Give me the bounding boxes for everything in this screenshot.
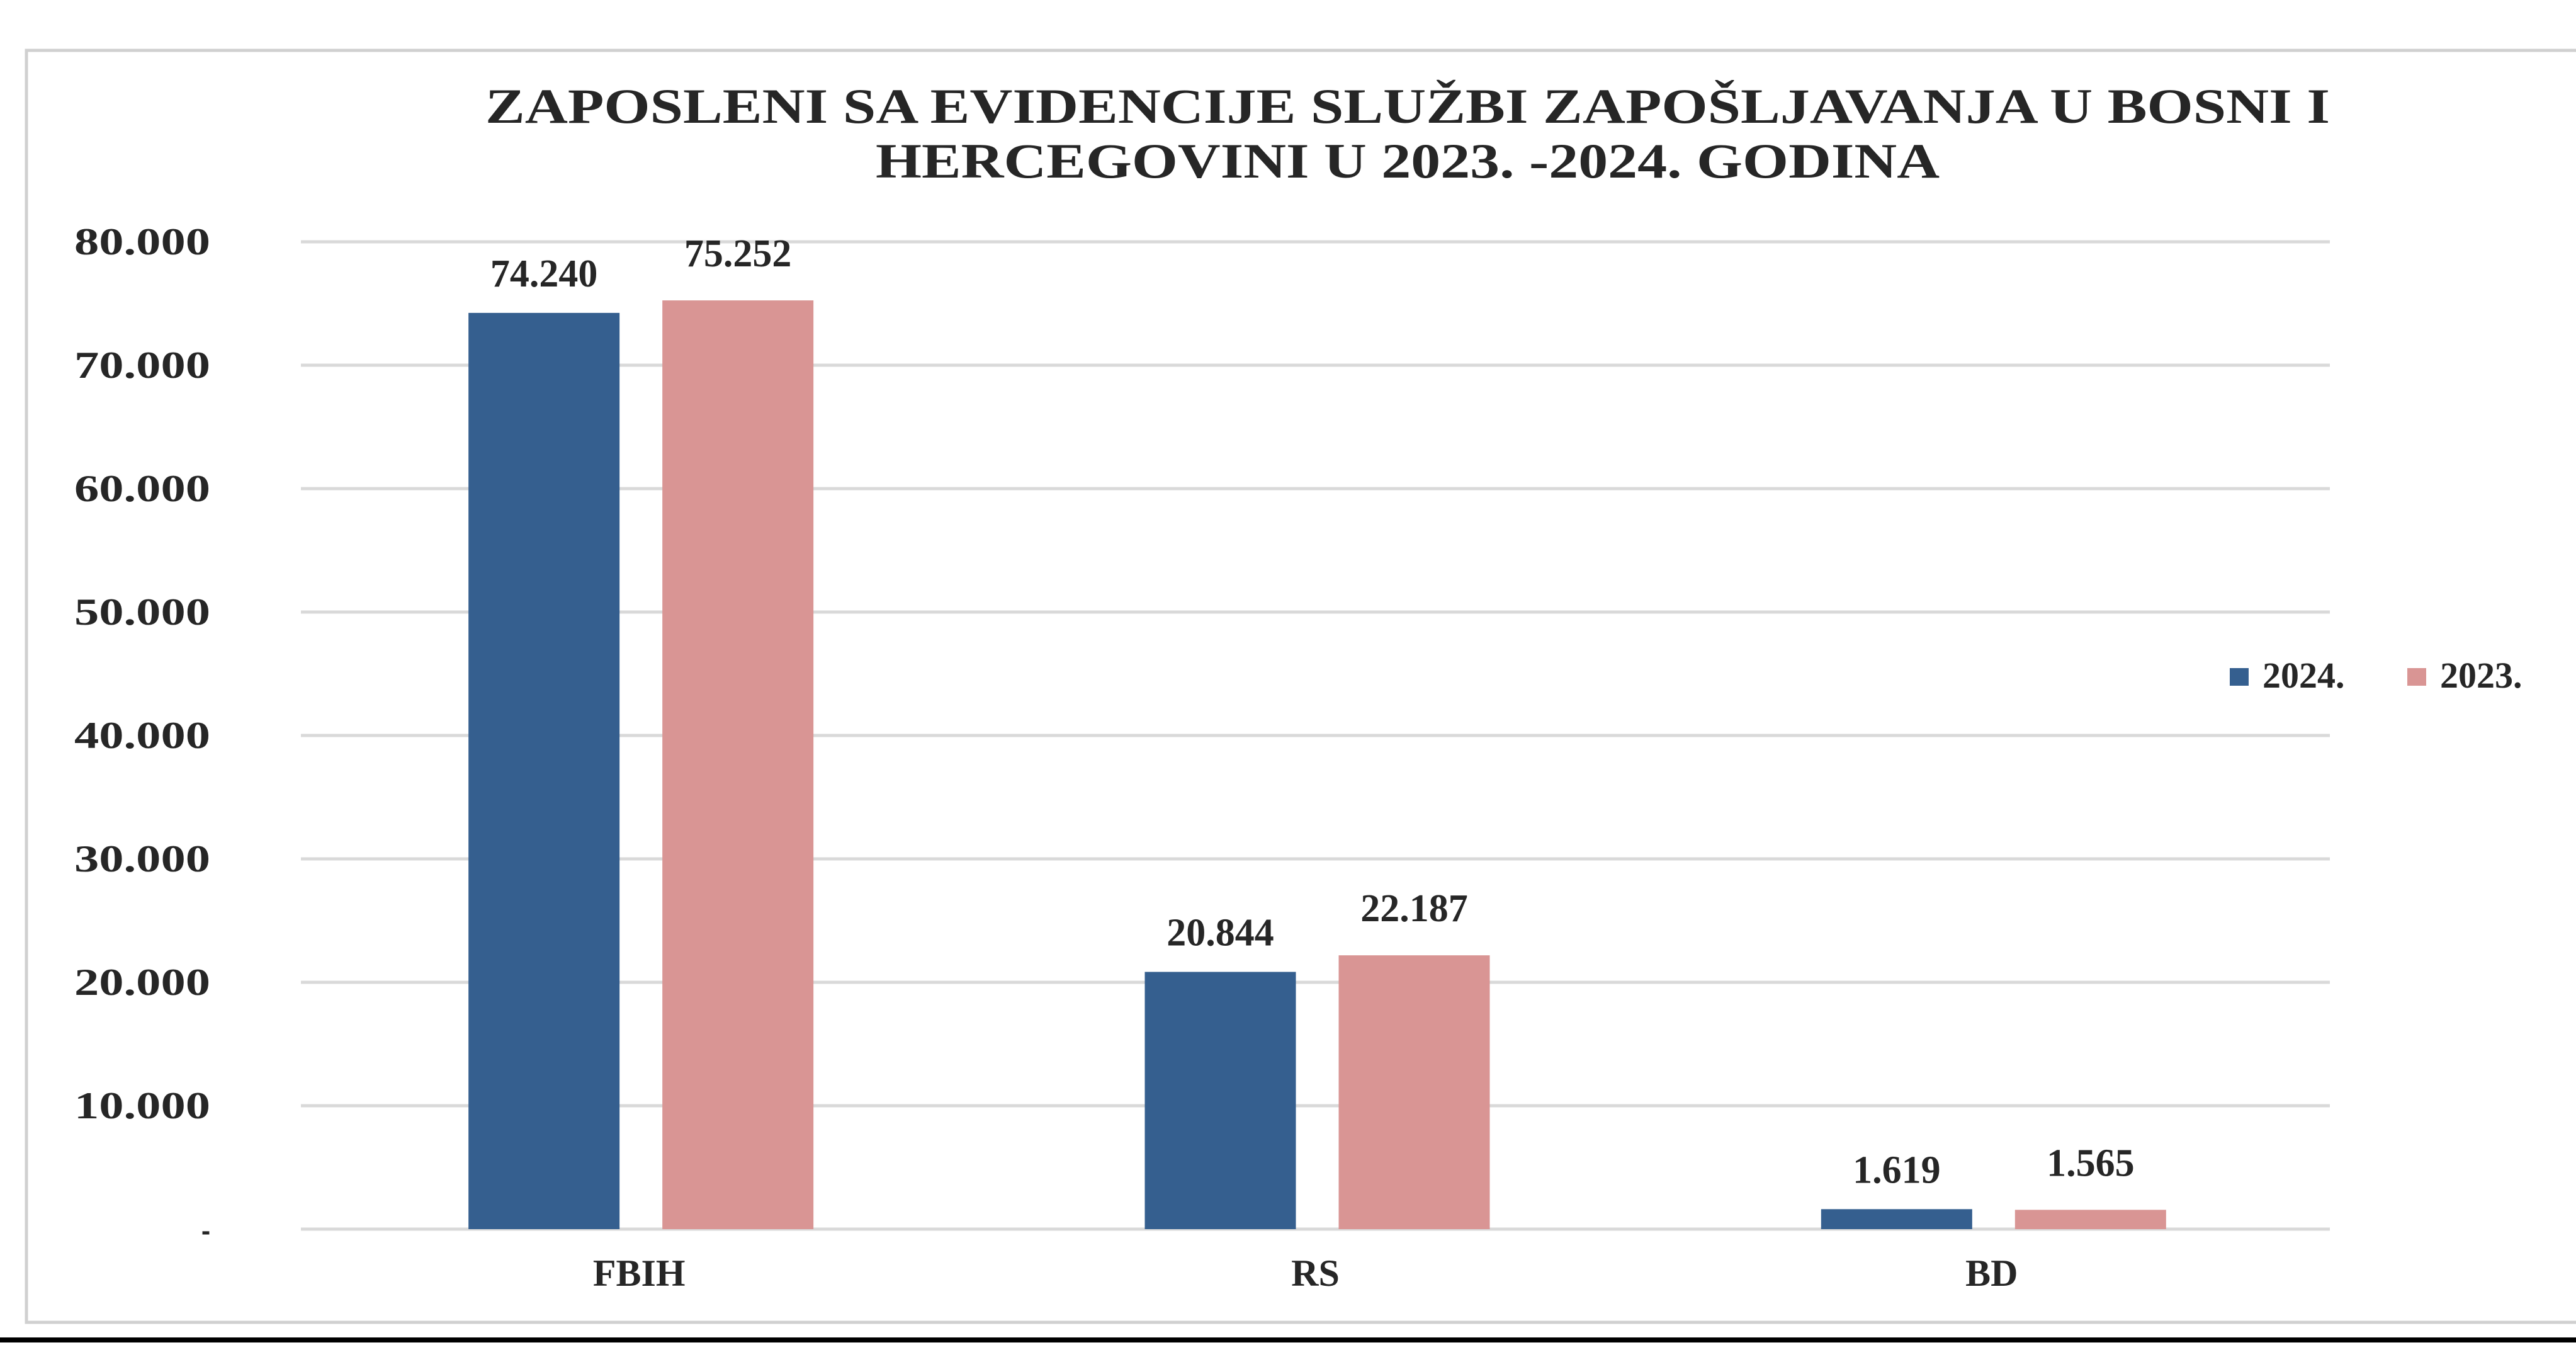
bar-bd-2023 xyxy=(2014,1210,2166,1229)
y-tick-label: - xyxy=(201,1208,210,1250)
y-tick-label: 40.000 xyxy=(74,715,210,756)
y-tick-label: 50.000 xyxy=(74,591,210,633)
legend-swatch xyxy=(2407,668,2426,686)
bar-rs-2024 xyxy=(1144,972,1296,1229)
x-tick-label: BD xyxy=(1965,1252,2018,1294)
data-label: 74.240 xyxy=(490,253,598,295)
y-tick-label: 60.000 xyxy=(74,468,210,509)
legend-swatch xyxy=(2230,668,2249,686)
data-label: 1.619 xyxy=(1853,1149,1941,1191)
bar-fbih-2024 xyxy=(468,312,620,1229)
y-tick-label: 20.000 xyxy=(74,962,210,1003)
data-label: 75.252 xyxy=(684,232,792,275)
bar-bd-2024 xyxy=(1821,1209,1972,1229)
x-tick-label: RS xyxy=(1291,1252,1340,1294)
y-tick-label: 30.000 xyxy=(74,838,210,880)
chart-title-line-2: HERCEGOVINI U 2023. -2024. GODINA xyxy=(876,133,1940,188)
bar-rs-2023 xyxy=(1338,955,1490,1229)
y-tick-label: 10.000 xyxy=(74,1085,210,1127)
data-label: 20.844 xyxy=(1167,911,1274,954)
y-tick-label: 70.000 xyxy=(74,344,210,386)
chart-frame xyxy=(25,48,2576,1324)
chart-title-line-1: ZAPOSLENI SA EVIDENCIJE SLUŽBI ZAPOŠLJAV… xyxy=(485,79,2330,133)
y-tick-label: 80.000 xyxy=(74,221,210,263)
legend-label: 2024. xyxy=(2262,655,2345,696)
x-tick-label: FBIH xyxy=(593,1252,686,1294)
legend-label: 2023. xyxy=(2440,655,2522,696)
bar-fbih-2023 xyxy=(662,300,814,1229)
data-label: 1.565 xyxy=(2047,1142,2135,1184)
data-label: 22.187 xyxy=(1360,887,1468,930)
